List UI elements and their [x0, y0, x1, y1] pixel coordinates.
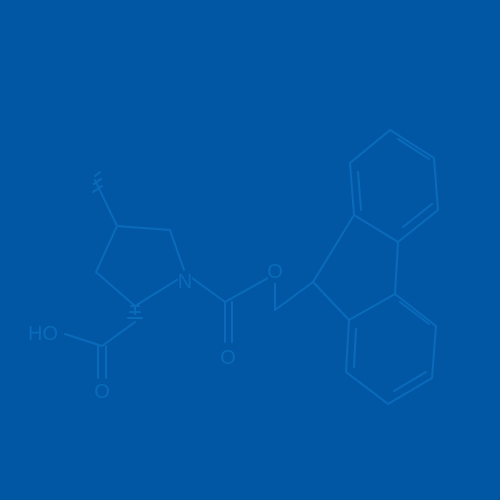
- background-rect: [0, 0, 500, 500]
- atom-label: N: [178, 271, 192, 293]
- atom-label: HO: [28, 323, 58, 345]
- atom-label: O: [94, 381, 110, 403]
- chemical-structure-diagram: N O O O HO: [0, 0, 500, 500]
- molecule-svg: N O O O HO: [0, 0, 500, 500]
- atom-label: O: [220, 347, 236, 369]
- atom-label: O: [267, 261, 283, 283]
